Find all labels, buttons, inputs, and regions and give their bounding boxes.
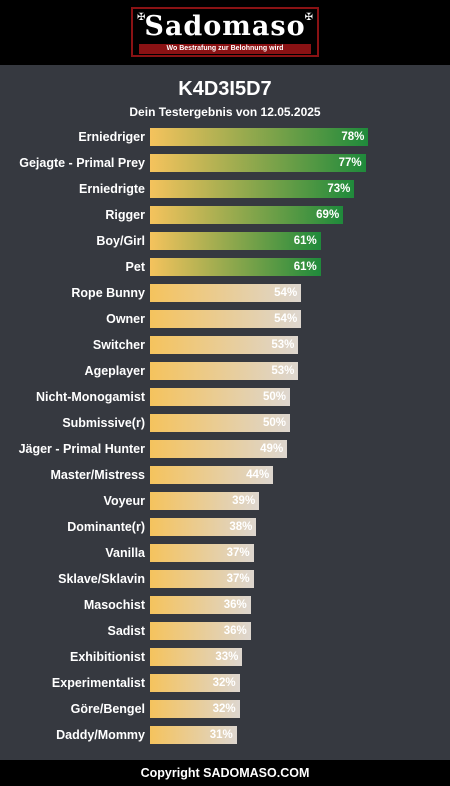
score-bar xyxy=(150,388,290,406)
score-bar xyxy=(150,544,254,562)
score-value-label: 78% xyxy=(341,131,365,143)
category-label: Owner xyxy=(106,312,145,326)
score-value-label: 69% xyxy=(316,209,340,221)
score-value-label: 44% xyxy=(246,469,270,481)
score-bar xyxy=(150,258,321,276)
score-value-label: 33% xyxy=(215,651,239,663)
score-value-label: 31% xyxy=(209,729,233,741)
score-bar xyxy=(150,206,344,224)
score-bar xyxy=(150,492,260,510)
category-label: Nicht-Monogamist xyxy=(35,390,145,404)
score-bar xyxy=(150,570,254,588)
score-value-label: 53% xyxy=(271,339,295,351)
score-value-label: 32% xyxy=(212,703,236,715)
score-bar xyxy=(150,440,288,458)
score-value-label: 36% xyxy=(223,599,247,611)
score-bar xyxy=(150,674,240,692)
score-bar xyxy=(150,154,366,172)
logo-tagline: Wo Bestrafung zur Belohnung wird xyxy=(139,44,311,54)
category-label: Göre/Bengel xyxy=(70,702,145,716)
score-value-label: 50% xyxy=(262,391,286,403)
score-value-label: 39% xyxy=(232,495,256,507)
score-value-label: 37% xyxy=(226,547,250,559)
category-label: Rope Bunny xyxy=(71,286,145,300)
score-bar xyxy=(150,414,290,432)
category-label: Experimentalist xyxy=(51,676,145,690)
score-value-label: 49% xyxy=(260,443,284,455)
category-label: Sklave/Sklavin xyxy=(58,572,145,586)
category-label: Vanilla xyxy=(105,546,145,560)
header-bar: ✠ ✠ Sadomaso Wo Bestrafung zur Belohnung… xyxy=(0,0,450,65)
score-value-label: 32% xyxy=(212,677,236,689)
logo-wordmark: Sadomaso xyxy=(144,11,306,42)
category-label: Switcher xyxy=(92,338,145,352)
score-bar xyxy=(150,232,321,250)
category-label: Voyeur xyxy=(103,494,145,508)
site-logo[interactable]: ✠ ✠ Sadomaso Wo Bestrafung zur Belohnung… xyxy=(131,7,319,57)
score-bar xyxy=(150,310,302,328)
category-label: Ageplayer xyxy=(84,364,145,378)
category-label: Dominante(r) xyxy=(67,520,145,534)
category-label: Exhibitionist xyxy=(70,650,145,664)
category-label: Rigger xyxy=(105,208,145,222)
category-label: Erniedriger xyxy=(78,130,145,144)
score-bar xyxy=(150,336,299,354)
score-value-label: 36% xyxy=(223,625,247,637)
score-bar xyxy=(150,128,369,146)
category-label: Master/Mistress xyxy=(50,468,146,482)
score-bar xyxy=(150,596,251,614)
category-label: Gejagte - Primal Prey xyxy=(19,156,145,170)
score-value-label: 73% xyxy=(327,183,351,195)
score-bar xyxy=(150,700,240,718)
result-code-title: K4D3I5D7 xyxy=(178,78,272,100)
cross-icon: ✠ xyxy=(304,12,313,23)
score-bar xyxy=(150,726,237,744)
category-label: Jäger - Primal Hunter xyxy=(18,442,145,456)
cross-icon: ✠ xyxy=(137,12,146,23)
score-bar xyxy=(150,648,243,666)
score-value-label: 61% xyxy=(293,261,317,273)
score-value-label: 54% xyxy=(274,287,298,299)
score-value-label: 37% xyxy=(226,573,250,585)
score-bar xyxy=(150,466,274,484)
score-bar xyxy=(150,518,257,536)
category-label: Sadist xyxy=(107,624,145,638)
category-label: Submissive(r) xyxy=(62,416,145,430)
score-value-label: 54% xyxy=(274,313,298,325)
score-bar xyxy=(150,180,355,198)
category-label: Erniedrigte xyxy=(79,182,145,196)
score-bar xyxy=(150,362,299,380)
result-date-subtitle: Dein Testergebnis von 12.05.2025 xyxy=(129,105,321,119)
score-value-label: 38% xyxy=(229,521,253,533)
result-bar-chart: Erniedriger 78% Gejagte - Primal Prey 77% Er… xyxy=(0,128,450,748)
category-label: Daddy/Mommy xyxy=(56,728,145,742)
score-bar xyxy=(150,622,251,640)
category-label: Pet xyxy=(125,260,145,274)
score-value-label: 50% xyxy=(262,417,286,429)
copyright-footer: Copyright SADOMASO.COM xyxy=(0,760,450,786)
score-bar xyxy=(150,284,302,302)
score-value-label: 77% xyxy=(338,157,362,169)
category-label: Boy/Girl xyxy=(96,234,145,248)
score-value-label: 61% xyxy=(293,235,317,247)
score-value-label: 53% xyxy=(271,365,295,377)
category-label: Masochist xyxy=(83,598,145,612)
